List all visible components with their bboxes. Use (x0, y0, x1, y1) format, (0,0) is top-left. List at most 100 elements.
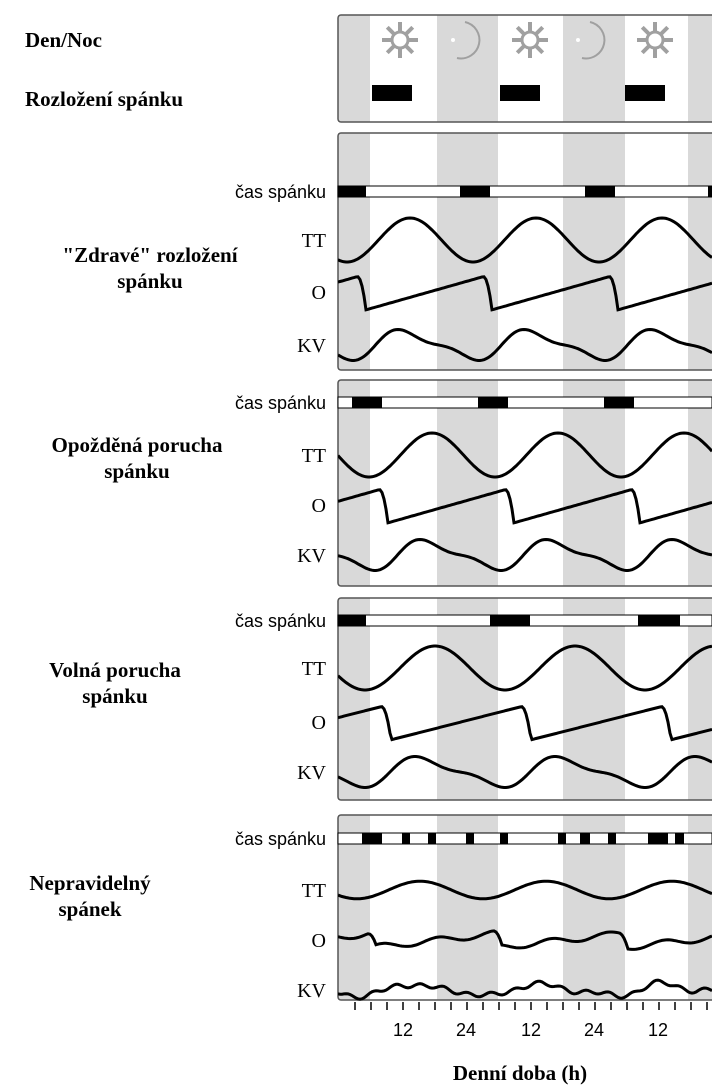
sleep-block (585, 186, 615, 197)
kv-curve (338, 537, 712, 572)
sun-core (520, 30, 540, 50)
sleep-distribution-label: Rozložení spánku (25, 87, 183, 111)
row-label: TT (302, 658, 326, 680)
sleep-block (638, 615, 680, 626)
row-label: KV (297, 762, 326, 784)
x-tick-label: 24 (456, 1020, 476, 1040)
sleep-block (648, 833, 668, 844)
sun-ray (385, 25, 396, 36)
tt-curve (338, 879, 712, 901)
panel-title: spánku (82, 684, 148, 708)
x-tick-label: 12 (521, 1020, 541, 1040)
o-curve (338, 929, 712, 951)
sun-ray (640, 25, 651, 36)
night-stripe (563, 815, 625, 1000)
panel-border (337, 597, 712, 801)
kv-curve (338, 978, 712, 1001)
night-stripe (563, 15, 625, 122)
night-stripe (437, 815, 498, 1000)
moon-icon (456, 21, 481, 60)
panel-background (338, 598, 712, 800)
panel-title: Nepravidelný (29, 871, 151, 895)
sun-icon (382, 22, 418, 58)
x-axis-label: Denní doba (h) (453, 1061, 587, 1085)
night-stripe (338, 133, 370, 370)
sleep-block (478, 397, 508, 408)
tt-curve (338, 644, 712, 692)
sleep-block (402, 833, 410, 844)
sleep-bar (337, 396, 712, 409)
row-label: O (312, 495, 326, 517)
o-curve (338, 705, 712, 742)
row-label: KV (297, 545, 326, 567)
kv-curve (338, 755, 712, 789)
panel-title: spánku (104, 459, 170, 483)
kv-curve (338, 327, 712, 362)
night-stripe (338, 598, 370, 800)
panel-background (338, 133, 712, 370)
sleep-block (372, 85, 412, 101)
sleep-block (352, 397, 382, 408)
sleep-block (580, 833, 590, 844)
moon-icon (581, 21, 606, 60)
row-label: O (312, 282, 326, 304)
night-stripe (688, 598, 712, 800)
panel-border (337, 379, 712, 587)
tt-curve (338, 216, 712, 264)
sleep-block (338, 186, 366, 197)
row-label: TT (302, 445, 326, 467)
o-curve (338, 275, 712, 312)
row-label: TT (302, 230, 326, 252)
night-stripe (437, 133, 498, 370)
row-label: KV (297, 980, 326, 1002)
sun-core (645, 30, 665, 50)
star (451, 38, 455, 42)
sun-ray (659, 44, 670, 55)
panel-title: spánek (58, 897, 121, 921)
sleep-block (500, 833, 508, 844)
panel-border (337, 132, 712, 371)
sun-ray (385, 44, 396, 55)
row-label: čas spánku (235, 611, 326, 631)
panel-title: spánku (117, 269, 183, 293)
row-label: KV (297, 335, 326, 357)
day-night-label: Den/Noc (25, 28, 102, 52)
sleep-block (608, 833, 616, 844)
row-label: O (312, 930, 326, 952)
sleep-block (460, 186, 490, 197)
night-stripe (338, 815, 370, 1000)
sleep-block (500, 85, 540, 101)
night-stripe (688, 15, 712, 122)
row-label: čas spánku (235, 182, 326, 202)
sleep-bar (337, 832, 712, 845)
night-stripe (563, 133, 625, 370)
panel-border (337, 814, 712, 1001)
sun-ray (404, 44, 415, 55)
sun-ray (659, 25, 670, 36)
sleep-block (338, 615, 366, 626)
sleep-block (604, 397, 634, 408)
night-stripe (563, 598, 625, 800)
night-stripe (437, 598, 498, 800)
panel-background (338, 815, 712, 1000)
night-stripe (563, 380, 625, 586)
sun-ray (534, 44, 545, 55)
sun-icon (637, 22, 673, 58)
panel-title: "Zdravé" rozložení (62, 243, 238, 267)
sun-ray (515, 25, 526, 36)
o-curve (338, 488, 712, 525)
night-stripe (338, 380, 370, 586)
sleep-block (558, 833, 566, 844)
x-tick-label: 12 (648, 1020, 668, 1040)
sun-core (390, 30, 410, 50)
sleep-block (708, 186, 712, 197)
sleep-block (362, 833, 382, 844)
sleep-block (490, 615, 530, 626)
x-tick-label: 24 (584, 1020, 604, 1040)
row-label: TT (302, 880, 326, 902)
sleep-block (675, 833, 684, 844)
sun-icon (512, 22, 548, 58)
sun-ray (515, 44, 526, 55)
panel-title: Volná porucha (49, 658, 181, 682)
